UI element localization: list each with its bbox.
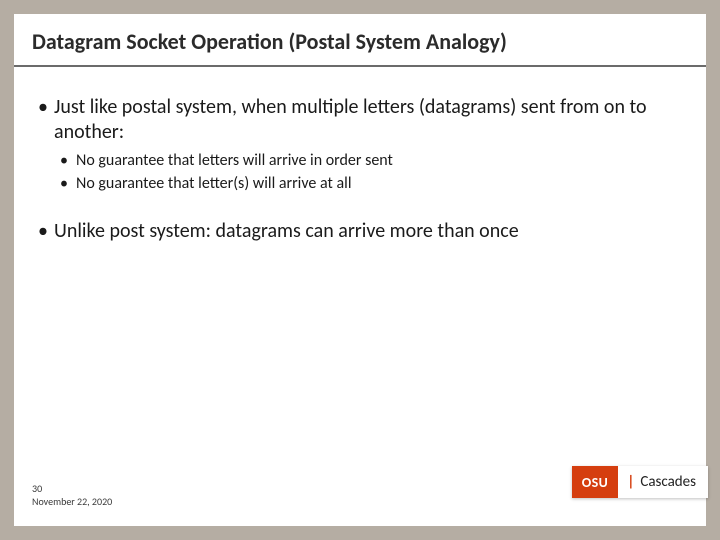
- logo-divider-icon: |: [627, 473, 640, 491]
- sub-bullet-text: No guarantee that letter(s) will arrive …: [76, 174, 352, 193]
- sub-bullet-item: No guarantee that letters will arrive in…: [54, 151, 688, 172]
- bullet-list-level2: No guarantee that letters will arrive in…: [54, 151, 688, 195]
- logo-brand: OSU: [572, 466, 619, 498]
- slide-footer: 30 November 22, 2020: [32, 483, 112, 508]
- logo-campus-wrap: | Cascades: [619, 466, 708, 498]
- bullet-text: Just like postal system, when multiple l…: [54, 95, 647, 144]
- sub-bullet-text: No guarantee that letters will arrive in…: [76, 151, 393, 170]
- logo-campus: Cascades: [640, 473, 696, 491]
- page-number: 30: [32, 483, 112, 496]
- bullet-list-level1: Just like postal system, when multiple l…: [32, 95, 688, 244]
- footer-date: November 22, 2020: [32, 496, 112, 509]
- slide-title: Datagram Socket Operation (Postal System…: [32, 28, 688, 55]
- title-bar: Datagram Socket Operation (Postal System…: [14, 14, 706, 67]
- slide-frame: Datagram Socket Operation (Postal System…: [14, 14, 706, 526]
- bullet-text: Unlike post system: datagrams can arrive…: [54, 219, 519, 243]
- sub-bullet-item: No guarantee that letter(s) will arrive …: [54, 174, 688, 195]
- logo: OSU | Cascades: [572, 466, 708, 498]
- slide-content: Just like postal system, when multiple l…: [14, 67, 706, 244]
- bullet-item: Unlike post system: datagrams can arrive…: [32, 219, 688, 244]
- bullet-item: Just like postal system, when multiple l…: [32, 95, 688, 195]
